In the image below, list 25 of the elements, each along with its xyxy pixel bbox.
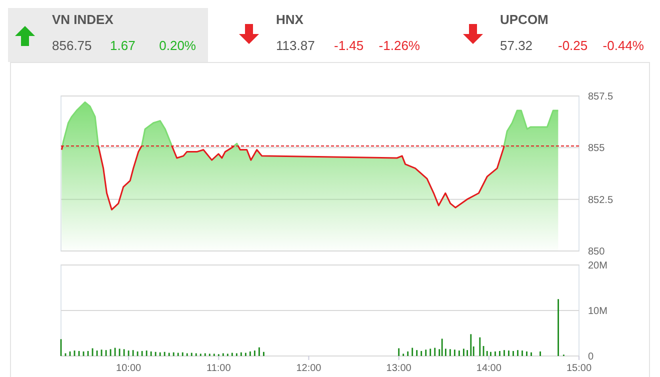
x-tick-label: 14:00 [476, 363, 502, 374]
text: 113.87 [276, 38, 315, 53]
text: 856.75 [52, 38, 92, 53]
y-tick-label: 850 [588, 246, 606, 258]
text: -1.26% [378, 38, 420, 53]
x-tick-label: 10:00 [116, 363, 142, 374]
y-tick-label: 852.5 [588, 194, 614, 206]
data-label: -1.45 [334, 38, 364, 53]
y-tick-label: 855 [588, 143, 606, 154]
x-tick-label: 15:00 [566, 363, 592, 374]
y-tick-label: 10M [588, 306, 608, 317]
y-tick-label: 20M [588, 260, 608, 272]
text: 57.32 [500, 38, 533, 53]
data-label: -0.25 [558, 38, 588, 53]
text: 0.20% [159, 38, 196, 53]
category-label: VN INDEX [52, 12, 114, 27]
y-tick-label: 857.5 [588, 92, 614, 102]
y-tick-label: 0 [588, 352, 594, 362]
x-tick-label: 11:00 [206, 363, 232, 374]
data-label: 1.67 [110, 38, 136, 53]
text: -0.44% [602, 38, 644, 53]
category-label: HNX [276, 12, 304, 27]
x-tick-label: 12:00 [296, 363, 322, 374]
category-label: UPCOM [500, 12, 548, 27]
x-tick-label: 13:00 [386, 363, 412, 374]
